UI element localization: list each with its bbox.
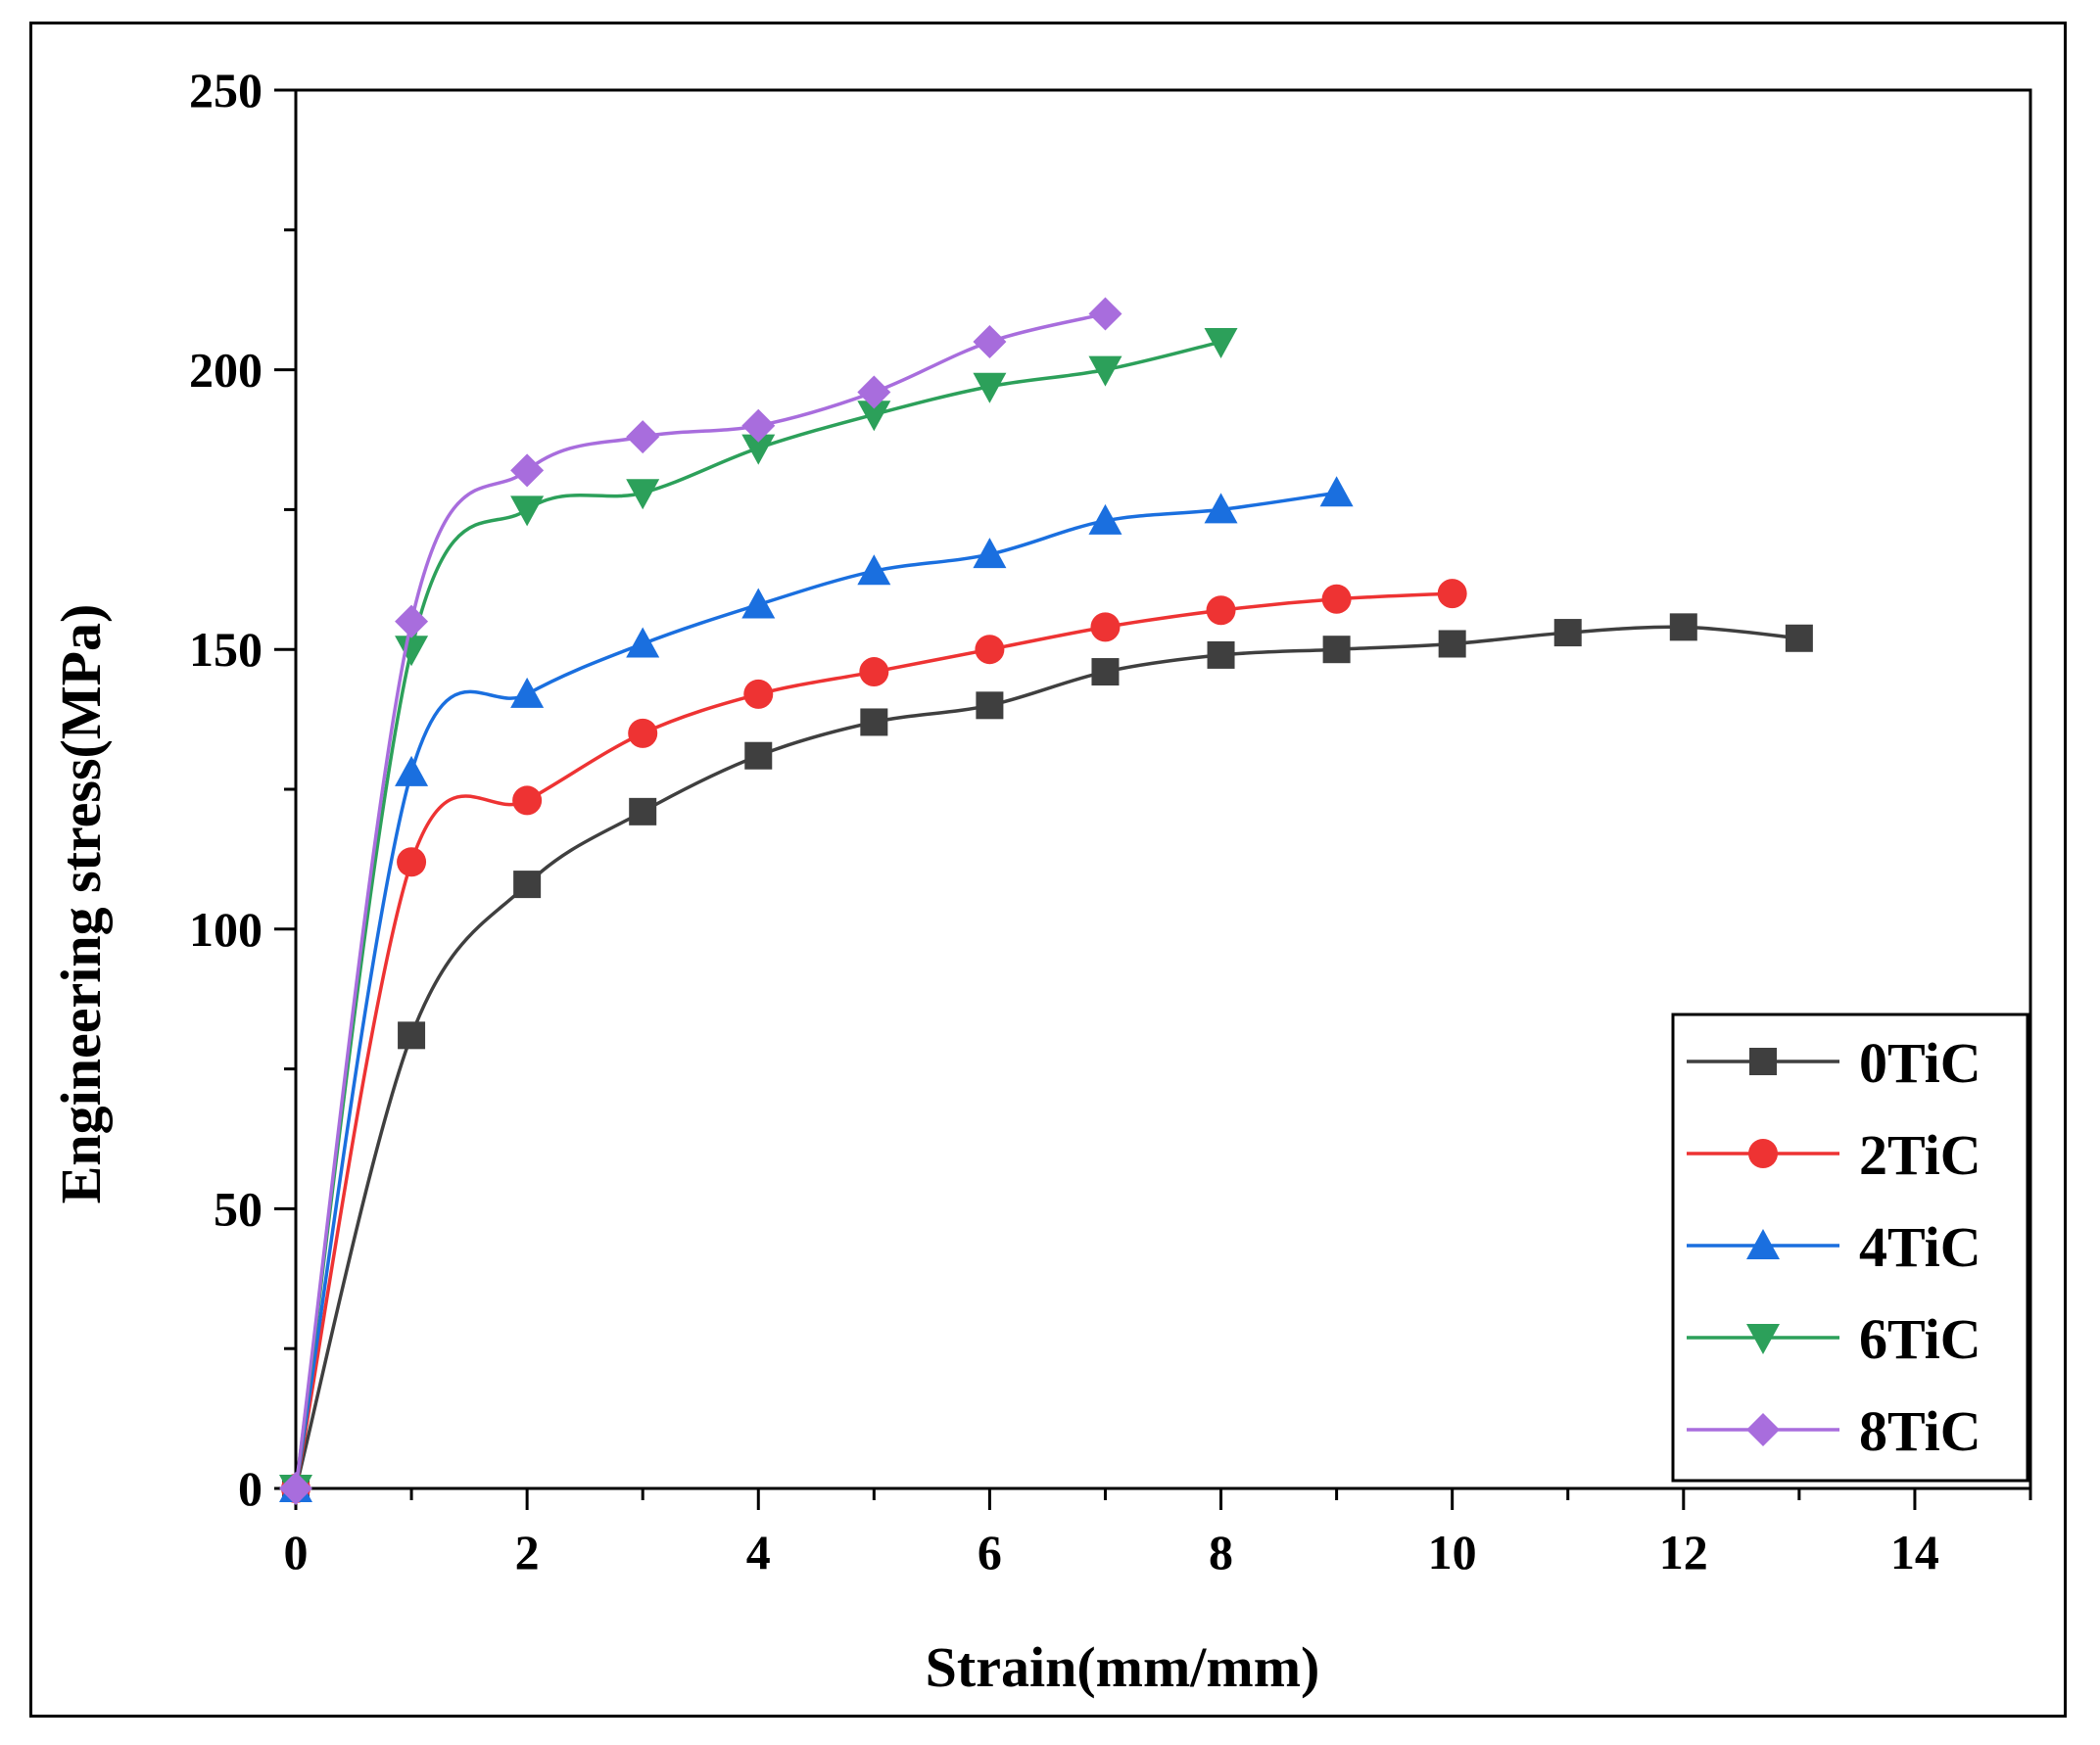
- x-tick-label: 12: [1659, 1525, 1708, 1580]
- data-point-0TiC: [1207, 640, 1235, 669]
- x-tick-label: 6: [978, 1525, 1002, 1580]
- data-point-6TiC: [857, 401, 891, 432]
- data-point-4TiC: [1204, 493, 1238, 524]
- legend-marker: [1746, 1324, 1780, 1354]
- data-point-6TiC: [741, 434, 776, 465]
- series-layer: [279, 297, 1813, 1505]
- legend-label: 2TiC: [1859, 1123, 1981, 1187]
- data-point-8TiC: [741, 408, 776, 443]
- data-point-4TiC: [1319, 476, 1354, 507]
- data-point-4TiC: [626, 627, 660, 658]
- data-point-8TiC: [279, 1472, 312, 1505]
- data-point-2TiC: [397, 847, 427, 877]
- figure-frame: [29, 22, 2067, 1718]
- data-point-4TiC: [1088, 503, 1122, 535]
- series-line-0TiC: [294, 625, 1800, 1489]
- data-point-2TiC: [1437, 579, 1467, 609]
- legend-label: 0TiC: [1859, 1031, 1981, 1095]
- x-tick-label: 4: [746, 1525, 771, 1580]
- legend-label: 4TiC: [1859, 1215, 1981, 1279]
- data-point-0TiC: [1785, 624, 1813, 652]
- data-point-2TiC: [743, 679, 774, 709]
- legend-entry-0TiC: 0TiC: [1687, 1031, 1981, 1095]
- data-point-4TiC: [973, 538, 1007, 569]
- series-8TiC: [279, 297, 1122, 1505]
- x-tick-label: 10: [1428, 1525, 1477, 1580]
- data-point-0TiC: [1669, 613, 1697, 641]
- series-0TiC: [282, 613, 1813, 1502]
- data-point-8TiC: [510, 453, 545, 488]
- data-point-0TiC: [1438, 630, 1466, 658]
- data-point-2TiC: [628, 718, 658, 748]
- data-point-2TiC: [512, 785, 543, 816]
- data-point-2TiC: [1090, 612, 1121, 642]
- data-point-2TiC: [1206, 595, 1236, 626]
- series-4TiC: [279, 476, 1354, 1502]
- legend-marker: [1746, 1229, 1780, 1259]
- x-tick-label: 8: [1209, 1525, 1233, 1580]
- x-axis-label: Strain(mm/mm): [926, 1635, 1320, 1699]
- legend-label: 8TiC: [1859, 1399, 1981, 1463]
- data-point-6TiC: [973, 372, 1007, 403]
- legend: 0TiC 2TiC 4TiC 6TiC 8TiC: [1671, 1013, 2029, 1483]
- data-point-0TiC: [1553, 619, 1582, 647]
- y-tick-label: 150: [189, 622, 262, 677]
- y-tick-label: 0: [238, 1461, 262, 1516]
- data-point-0TiC: [744, 741, 773, 770]
- data-point-0TiC: [513, 871, 542, 899]
- y-tick-label: 250: [189, 63, 262, 118]
- legend-label: 6TiC: [1859, 1307, 1981, 1371]
- data-point-6TiC: [1088, 355, 1122, 387]
- y-axis-label: Engineering stress(MPa): [49, 604, 113, 1204]
- data-point-2TiC: [975, 635, 1005, 665]
- data-point-0TiC: [860, 708, 888, 736]
- data-point-4TiC: [510, 677, 545, 708]
- legend-entry-2TiC: 2TiC: [1687, 1123, 1981, 1187]
- x-tick-label: 14: [1890, 1525, 1939, 1580]
- data-point-8TiC: [857, 375, 891, 409]
- legend-entry-6TiC: 6TiC: [1687, 1307, 1981, 1371]
- y-tick-label: 50: [214, 1181, 262, 1236]
- legend-marker: [1748, 1139, 1778, 1168]
- x-tick-label: 2: [515, 1525, 540, 1580]
- data-point-8TiC: [395, 604, 429, 638]
- data-point-0TiC: [629, 797, 657, 825]
- y-tick-label: 200: [189, 343, 262, 398]
- data-point-8TiC: [626, 420, 660, 454]
- series-line-8TiC: [294, 311, 1106, 1489]
- data-point-6TiC: [395, 636, 429, 667]
- legend-box: [1671, 1013, 2029, 1483]
- legend-marker: [1749, 1048, 1777, 1075]
- y-tick-label: 100: [189, 902, 262, 957]
- x-tick-label: 0: [284, 1525, 309, 1580]
- data-point-0TiC: [1322, 636, 1351, 664]
- series-line-4TiC: [294, 491, 1337, 1489]
- legend-entry-4TiC: 4TiC: [1687, 1215, 1981, 1279]
- series-line-6TiC: [294, 340, 1221, 1489]
- legend-marker: [1746, 1413, 1780, 1446]
- data-point-4TiC: [395, 755, 429, 786]
- data-point-6TiC: [1204, 328, 1238, 359]
- data-point-2TiC: [1321, 584, 1352, 614]
- data-point-8TiC: [1088, 297, 1122, 331]
- data-point-6TiC: [510, 495, 545, 527]
- data-point-0TiC: [1091, 658, 1120, 686]
- data-point-0TiC: [398, 1021, 426, 1050]
- data-point-0TiC: [976, 691, 1004, 720]
- data-point-4TiC: [857, 554, 891, 586]
- axes: 0 2 4 6 8 10 12 14 0 50 100 150 200 250: [189, 63, 2032, 1580]
- series-6TiC: [279, 328, 1238, 1505]
- legend-entry-8TiC: 8TiC: [1687, 1399, 1981, 1463]
- data-point-4TiC: [741, 588, 776, 619]
- data-point-6TiC: [626, 479, 660, 510]
- data-point-8TiC: [973, 325, 1007, 359]
- data-point-2TiC: [859, 657, 889, 687]
